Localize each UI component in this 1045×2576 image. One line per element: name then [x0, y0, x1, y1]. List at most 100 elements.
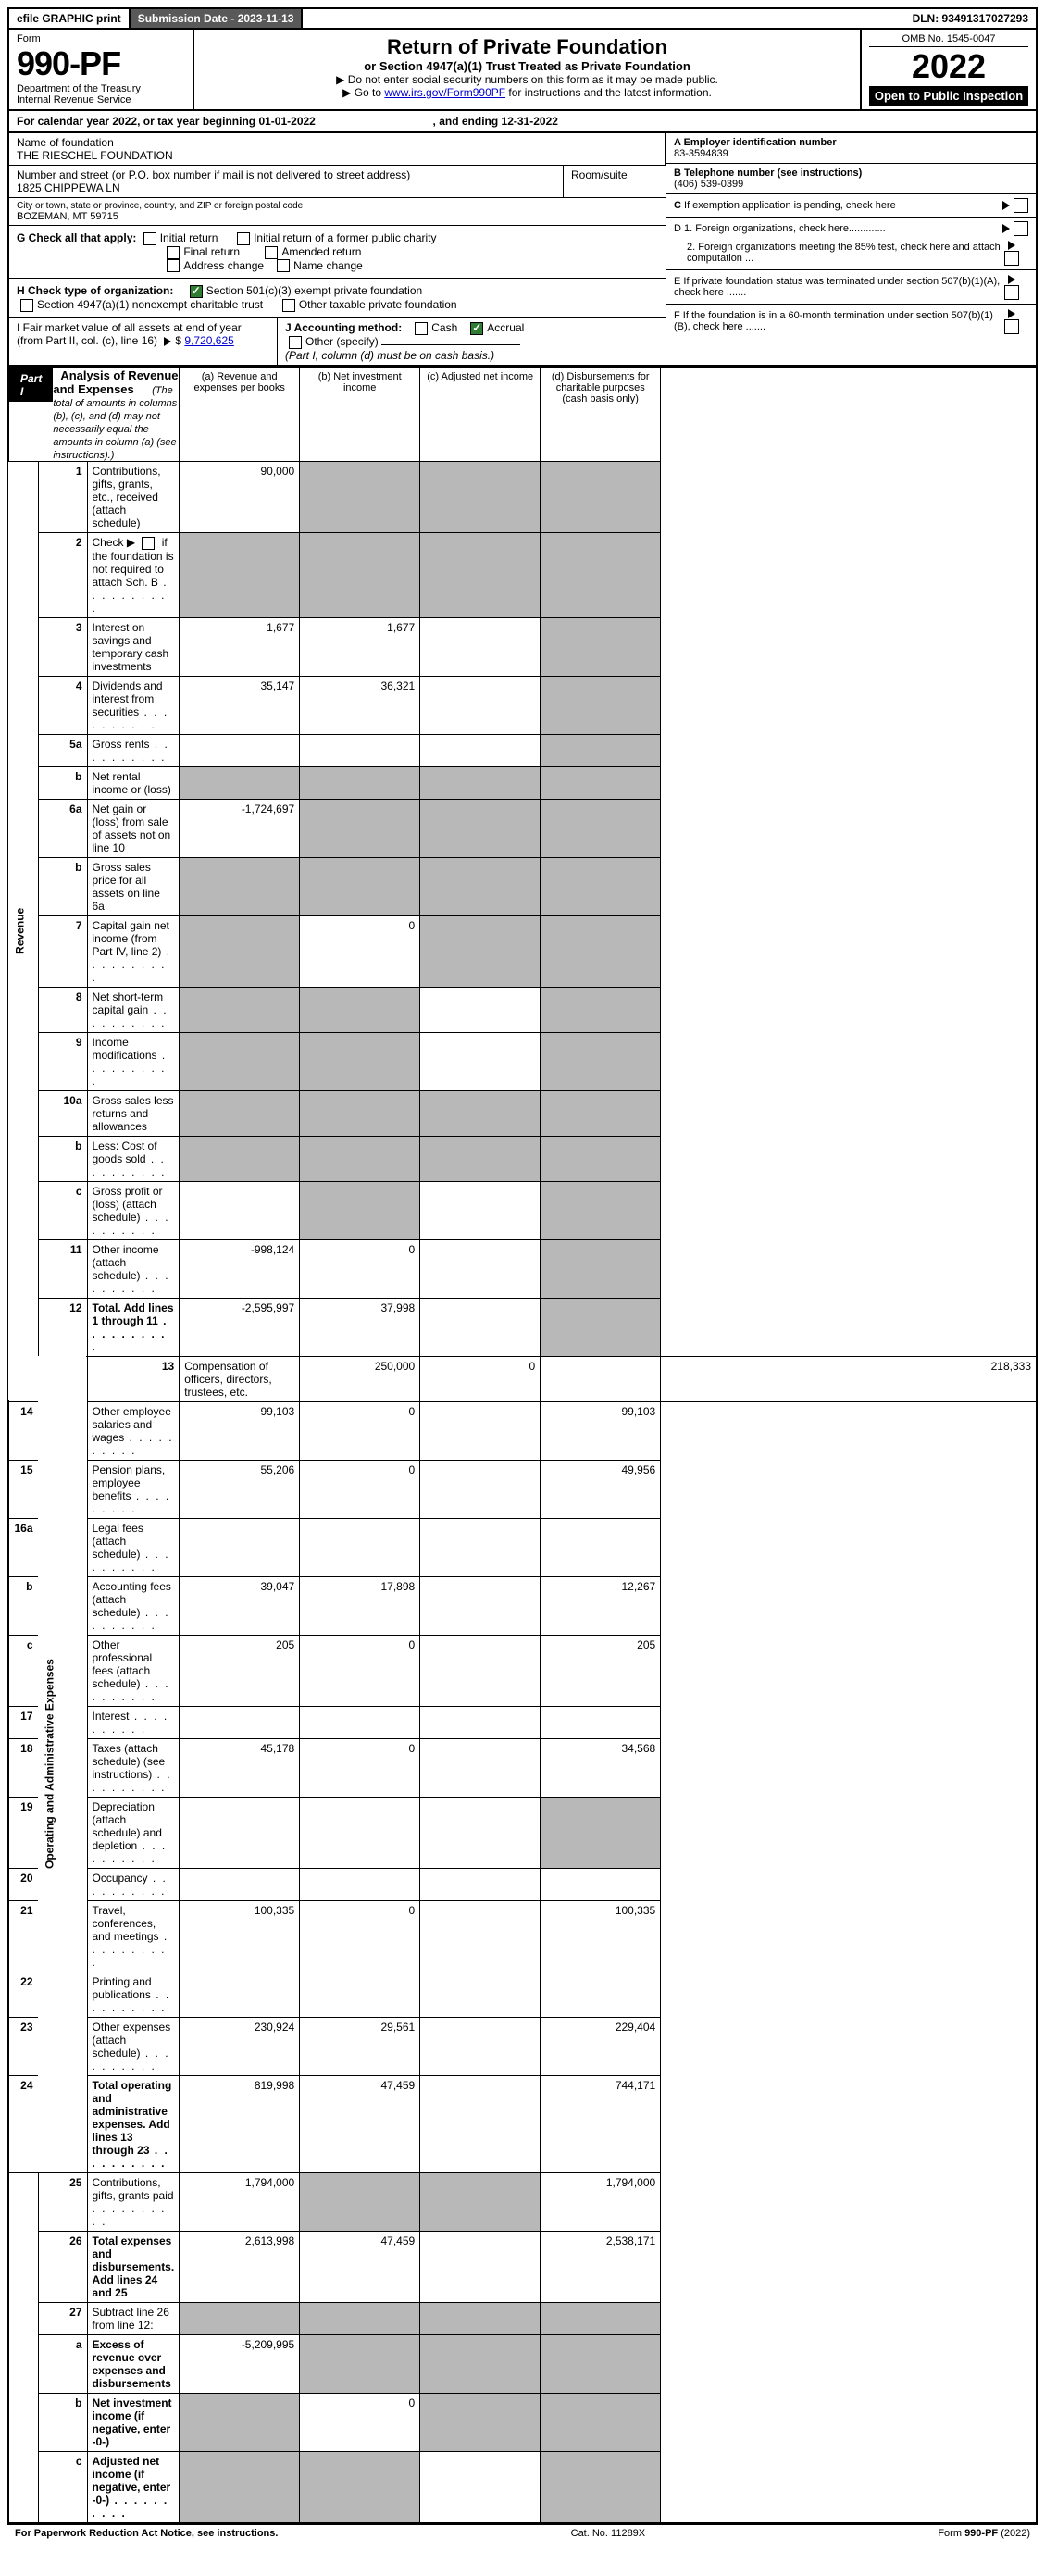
cell-b: 0 [300, 1239, 420, 1298]
checkbox-501c3[interactable] [190, 285, 203, 298]
footer-left: For Paperwork Reduction Act Notice, see … [15, 2528, 278, 2539]
line-num: 17 [8, 1706, 38, 1738]
checkbox-4947[interactable] [20, 299, 33, 312]
cell-d: 205 [541, 1635, 661, 1706]
table-row: 12Total. Add lines 1 through 11-2,595,99… [8, 1298, 1037, 1356]
table-row: 10aGross sales less returns and allowanc… [8, 1090, 1037, 1136]
line-desc: Total expenses and disbursements. Add li… [87, 2231, 180, 2302]
line-desc: Other professional fees (attach schedule… [87, 1635, 180, 1706]
addr-val: 1825 CHIPPEWA LN [17, 181, 555, 194]
line-desc: Gross rents [87, 734, 180, 766]
cell-a: -1,724,697 [180, 799, 300, 857]
line-num: 8 [38, 987, 87, 1032]
line-num: b [8, 1576, 38, 1635]
table-row: Revenue 1Contributions, gifts, grants, e… [8, 461, 1037, 532]
line-desc: Net rental income or (loss) [87, 766, 180, 799]
cell-d: 34,568 [541, 1738, 661, 1797]
footer-right: Form 990-PF (2022) [938, 2528, 1030, 2539]
cell-grey [420, 461, 541, 532]
line-num: 14 [8, 1401, 38, 1460]
checkbox-cash[interactable] [415, 322, 428, 335]
line-desc: Travel, conferences, and meetings [87, 1900, 180, 1972]
table-row: 15Pension plans, employee benefits55,206… [8, 1460, 1037, 1518]
part1-table: Part I Analysis of Revenue and Expenses … [7, 367, 1038, 2524]
checkbox-other-method[interactable] [289, 336, 302, 349]
name-lbl: Name of foundation [17, 136, 657, 149]
line-num: 13 [87, 1356, 180, 1401]
line-desc: Contributions, gifts, grants paid [87, 2172, 180, 2231]
table-row: 22Printing and publications [8, 1972, 1037, 2017]
checkbox-initial[interactable] [143, 232, 156, 245]
line-num: 22 [8, 1972, 38, 2017]
line-num: 25 [38, 2172, 87, 2231]
line-num: b [38, 2393, 87, 2451]
line-num: 1 [38, 461, 87, 532]
table-row: 5aGross rents [8, 734, 1037, 766]
part1-tag: Part I [9, 368, 53, 402]
form-title: Return of Private Foundation [204, 35, 851, 59]
line-num: 24 [8, 2075, 38, 2172]
efile-label[interactable]: efile GRAPHIC print [9, 9, 131, 28]
tel-lbl: B Telephone number (see instructions) [674, 168, 862, 179]
checkbox-amended[interactable] [265, 246, 278, 259]
table-row: bNet investment income (if negative, ent… [8, 2393, 1037, 2451]
cell-a: 90,000 [180, 461, 300, 532]
line-num: b [38, 1136, 87, 1181]
addr-lbl: Number and street (or P.O. box number if… [17, 168, 555, 181]
line-num: 11 [38, 1239, 87, 1298]
table-row: 6aNet gain or (loss) from sale of assets… [8, 799, 1037, 857]
cell-b: 29,561 [300, 2017, 420, 2075]
instr-1: ▶ Do not enter social security numbers o… [204, 73, 851, 86]
table-row: 11Other income (attach schedule)-998,124… [8, 1239, 1037, 1298]
g-opt-1: Initial return of a former public charit… [254, 231, 436, 244]
cell-d: 49,956 [541, 1460, 661, 1518]
cell-a: -998,124 [180, 1239, 300, 1298]
checkbox-addr-change[interactable] [167, 259, 180, 272]
h-lbl: H Check type of organization: [17, 284, 173, 297]
d2-lbl: 2. Foreign organizations meeting the 85%… [674, 242, 1004, 264]
cell-a: 205 [180, 1635, 300, 1706]
checkbox-d1[interactable] [1014, 221, 1028, 236]
cell-a: 100,335 [180, 1900, 300, 1972]
table-row: 9Income modifications [8, 1032, 1037, 1090]
cell-b: 47,459 [300, 2075, 420, 2172]
table-row: 14Other employee salaries and wages99,10… [8, 1401, 1037, 1460]
j-note: (Part I, column (d) must be on cash basi… [285, 349, 494, 362]
checkbox-d2[interactable] [1004, 251, 1019, 266]
cell-d: 218,333 [661, 1356, 1037, 1401]
checkbox-name-change[interactable] [277, 259, 290, 272]
line-num: 4 [38, 676, 87, 734]
triangle-icon [164, 337, 171, 346]
city-lbl: City or town, state or province, country… [17, 201, 658, 211]
submission-date: Submission Date - 2023-11-13 [131, 9, 304, 28]
irs-link[interactable]: www.irs.gov/Form990PF [384, 86, 505, 99]
instr-2: ▶ Go to www.irs.gov/Form990PF for instru… [204, 86, 851, 99]
cell-a: 1,794,000 [180, 2172, 300, 2231]
line-desc: Legal fees (attach schedule) [87, 1518, 180, 1576]
checkbox-f[interactable] [1004, 319, 1019, 334]
l2-pre: Check ▶ [93, 536, 139, 549]
checkbox-schb[interactable] [142, 537, 155, 550]
table-row: cAdjusted net income (if negative, enter… [8, 2451, 1037, 2523]
j-cash: Cash [431, 321, 457, 334]
calyear-mid: , and ending [433, 115, 502, 128]
fmv-link[interactable]: 9,720,625 [184, 334, 233, 347]
checkbox-e[interactable] [1004, 285, 1019, 300]
checkbox-final[interactable] [167, 246, 180, 259]
line-desc: Depreciation (attach schedule) and deple… [87, 1797, 180, 1868]
cell-a: -5,209,995 [180, 2334, 300, 2393]
table-row: 4Dividends and interest from securities3… [8, 676, 1037, 734]
checkbox-initial-former[interactable] [237, 232, 250, 245]
checkbox-other-taxable[interactable] [282, 299, 295, 312]
ein-val: 83-3594839 [674, 148, 728, 159]
checkbox-c[interactable] [1014, 198, 1028, 213]
line-num: 12 [38, 1298, 87, 1356]
cell-b: 1,677 [300, 617, 420, 676]
cell-a: 250,000 [300, 1356, 420, 1401]
side-expenses: Operating and Administrative Expenses [38, 1356, 87, 2172]
cell-b: 17,898 [300, 1576, 420, 1635]
cell-d: 2,538,171 [541, 2231, 661, 2302]
omb: OMB No. 1545-0047 [869, 33, 1028, 47]
cell-a: 39,047 [180, 1576, 300, 1635]
checkbox-accrual[interactable] [470, 322, 483, 335]
